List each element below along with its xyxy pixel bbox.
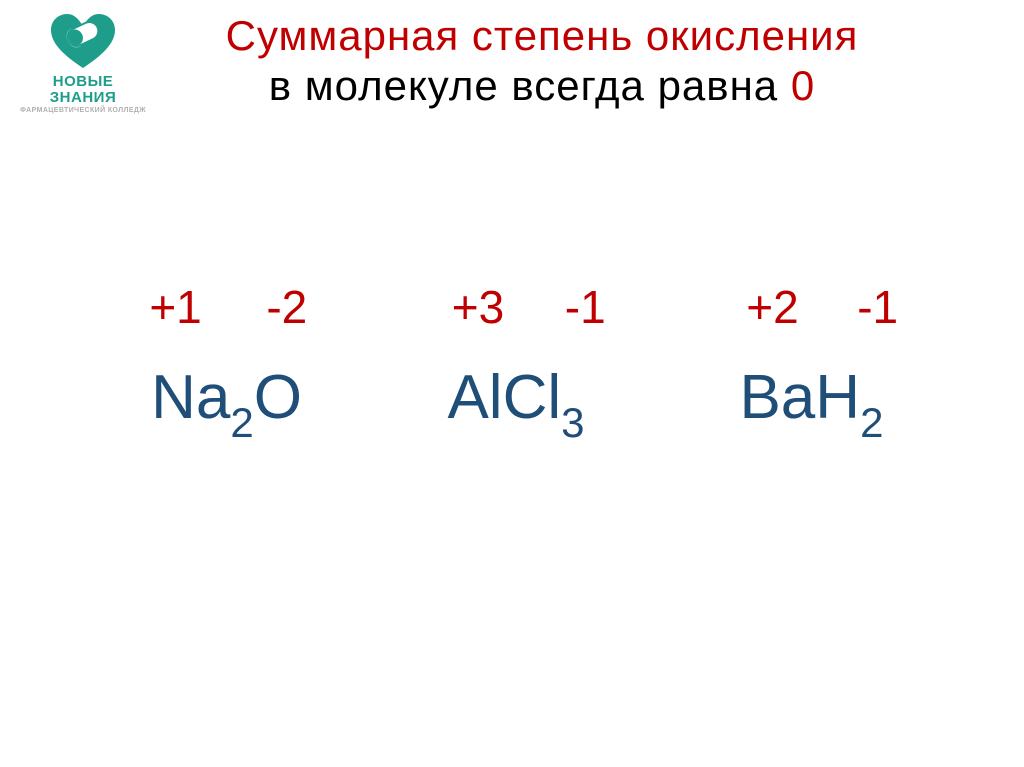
slide-title: Суммарная степень окисления в молекуле в… [0,12,1024,110]
chemical-formula: Na2O [141,362,311,441]
element-symbol: Al [447,363,502,432]
title-line-1: Суммарная степень окисления [60,12,1024,60]
element-symbol: Cl [503,363,562,432]
oxidation-row: +3 -1 [422,280,610,334]
chemical-formula: AlCl3 [422,362,610,441]
oxidation-row: +1 -2 [141,280,311,334]
element-symbol: H [815,363,860,432]
title-line-2: в молекуле всегда равна 0 [60,62,1024,110]
element-symbol: Na [151,363,230,432]
element-symbol: O [254,363,302,432]
element-subscript: 3 [561,399,584,446]
ox-value: -1 [853,280,903,334]
formulas-row: +1 -2 Na2O +3 -1 AlCl3 +2 -1 BaH2 [0,280,1024,441]
ox-value: +3 [452,280,504,334]
formula-3: +2 -1 BaH2 [720,280,902,441]
formula-2: +3 -1 AlCl3 [422,280,610,441]
ox-value: +1 [149,280,201,334]
ox-value: -2 [262,280,312,334]
formula-1: +1 -2 Na2O [141,280,311,441]
element-subscript: 2 [230,399,253,446]
ox-value: +2 [746,280,798,334]
title-zero: 0 [791,62,815,109]
title-line-2a: в молекуле всегда равна [269,62,791,109]
oxidation-row: +2 -1 [720,280,902,334]
element-symbol: Ba [739,363,815,432]
ox-value: -1 [560,280,610,334]
element-subscript: 2 [860,399,883,446]
chemical-formula: BaH2 [720,362,902,441]
